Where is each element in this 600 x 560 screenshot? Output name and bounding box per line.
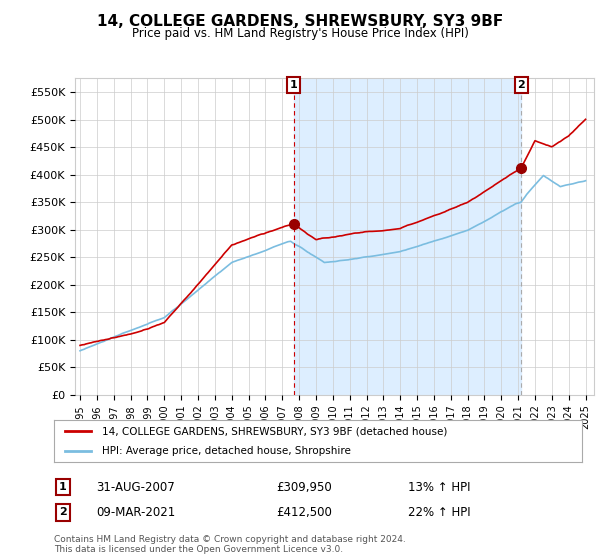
Text: £412,500: £412,500 (276, 506, 332, 519)
Text: 1: 1 (290, 80, 298, 90)
Text: Contains HM Land Registry data © Crown copyright and database right 2024.
This d: Contains HM Land Registry data © Crown c… (54, 535, 406, 554)
Text: 2: 2 (517, 80, 525, 90)
Text: HPI: Average price, detached house, Shropshire: HPI: Average price, detached house, Shro… (101, 446, 350, 456)
Text: 09-MAR-2021: 09-MAR-2021 (96, 506, 175, 519)
Text: 1: 1 (59, 482, 67, 492)
Text: 22% ↑ HPI: 22% ↑ HPI (408, 506, 470, 519)
Text: 2: 2 (59, 507, 67, 517)
Text: 14, COLLEGE GARDENS, SHREWSBURY, SY3 9BF (detached house): 14, COLLEGE GARDENS, SHREWSBURY, SY3 9BF… (101, 426, 447, 436)
Text: 14, COLLEGE GARDENS, SHREWSBURY, SY3 9BF: 14, COLLEGE GARDENS, SHREWSBURY, SY3 9BF (97, 14, 503, 29)
Text: Price paid vs. HM Land Registry's House Price Index (HPI): Price paid vs. HM Land Registry's House … (131, 27, 469, 40)
Text: 31-AUG-2007: 31-AUG-2007 (96, 480, 175, 494)
Bar (293, 78, 521, 395)
Text: 13% ↑ HPI: 13% ↑ HPI (408, 480, 470, 494)
Text: £309,950: £309,950 (276, 480, 332, 494)
